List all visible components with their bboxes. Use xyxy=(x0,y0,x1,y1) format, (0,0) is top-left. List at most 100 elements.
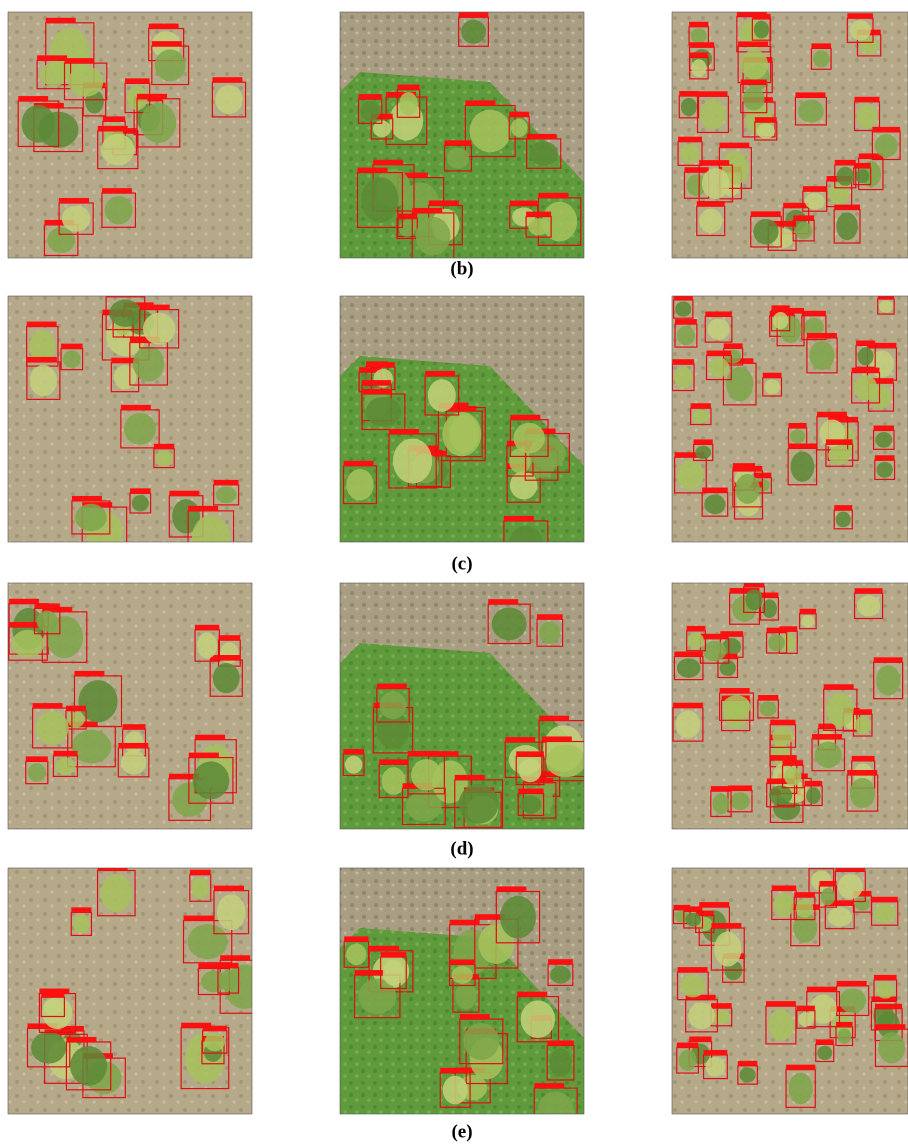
detection-tag xyxy=(733,466,763,471)
detection-tag xyxy=(539,716,569,721)
detection-tag xyxy=(46,18,76,23)
plant xyxy=(519,759,542,783)
plant xyxy=(459,784,499,824)
detection-tag xyxy=(220,955,250,960)
detection-tag xyxy=(794,892,815,897)
detection-image xyxy=(8,12,252,258)
plant xyxy=(837,1028,851,1044)
detection-tag xyxy=(689,22,708,27)
plant xyxy=(216,487,237,504)
detection-tag xyxy=(684,167,708,172)
plant xyxy=(875,134,898,157)
plant xyxy=(528,218,549,235)
image-content xyxy=(8,865,269,1114)
detection-tag xyxy=(504,516,534,521)
image-content xyxy=(340,296,584,577)
plant xyxy=(105,196,133,224)
plant xyxy=(43,999,62,1015)
plant xyxy=(550,966,571,984)
plant xyxy=(447,147,469,168)
detection-tag xyxy=(72,496,102,501)
detection-tag xyxy=(875,455,895,460)
plant xyxy=(730,792,750,810)
plant xyxy=(720,660,736,676)
detection-tag xyxy=(689,1037,711,1042)
image-content xyxy=(8,583,252,829)
plant xyxy=(735,474,760,504)
detection-image xyxy=(672,582,908,829)
plant xyxy=(193,761,230,799)
plant xyxy=(691,28,707,43)
plant xyxy=(143,313,175,345)
plant xyxy=(68,66,103,97)
plant xyxy=(538,1092,574,1128)
plant xyxy=(712,793,729,814)
detection-tag xyxy=(672,359,694,364)
plant xyxy=(713,1010,730,1025)
plant xyxy=(681,98,697,116)
plant xyxy=(855,169,869,183)
plant xyxy=(709,358,730,378)
detection-tag xyxy=(538,193,568,198)
plant xyxy=(768,1009,793,1040)
detection-tag xyxy=(344,461,374,466)
plant xyxy=(795,222,812,239)
plant xyxy=(774,893,794,917)
detection-tag xyxy=(878,294,894,299)
plant xyxy=(511,119,528,138)
detection-tag xyxy=(800,609,816,614)
plant xyxy=(784,767,801,786)
detection-tag xyxy=(27,357,57,362)
plant xyxy=(141,103,177,143)
plant xyxy=(876,462,892,478)
detection-tag xyxy=(704,1050,728,1055)
image-content xyxy=(340,583,590,829)
plant xyxy=(753,219,778,245)
plant xyxy=(741,49,768,79)
detection-tag xyxy=(152,41,182,46)
plant xyxy=(857,595,880,616)
plant xyxy=(739,1067,755,1082)
detection-tag xyxy=(852,756,875,761)
detection-image xyxy=(672,294,908,542)
detection-tag xyxy=(344,936,368,941)
detection-tag xyxy=(210,655,240,660)
detection-tag xyxy=(118,743,148,748)
plant xyxy=(452,966,473,984)
detection-tag xyxy=(783,203,809,208)
plant xyxy=(442,412,481,456)
plant xyxy=(700,99,726,129)
detection-tag xyxy=(874,975,897,980)
detection-tag xyxy=(724,343,743,348)
plant xyxy=(679,1050,697,1071)
detection-tag xyxy=(738,41,768,46)
plant xyxy=(837,167,854,186)
detection-tag xyxy=(526,212,551,217)
detection-tag xyxy=(874,425,894,430)
plant xyxy=(754,21,769,39)
detection-tag xyxy=(59,198,89,203)
detection-tag xyxy=(677,1043,699,1048)
detection-tag xyxy=(699,160,729,165)
plant xyxy=(798,100,824,123)
detection-tag xyxy=(807,987,837,992)
plant xyxy=(345,756,362,774)
plant xyxy=(745,589,762,610)
detection-tag xyxy=(690,52,708,57)
plant xyxy=(878,1032,905,1063)
panel-caption: (b) xyxy=(450,258,473,279)
detection-tag xyxy=(872,127,900,132)
plant xyxy=(133,346,164,381)
detection-tag xyxy=(37,55,67,60)
detection-tag xyxy=(719,143,749,148)
detection-tag xyxy=(770,720,795,725)
detection-tag xyxy=(788,443,816,448)
image-content xyxy=(672,582,908,829)
detection-tag xyxy=(767,628,787,633)
plant xyxy=(68,712,85,727)
plant xyxy=(78,680,117,722)
detection-tag xyxy=(429,200,459,205)
detection-tag xyxy=(819,881,836,886)
plant xyxy=(399,220,416,237)
detection-tag xyxy=(66,1037,96,1042)
